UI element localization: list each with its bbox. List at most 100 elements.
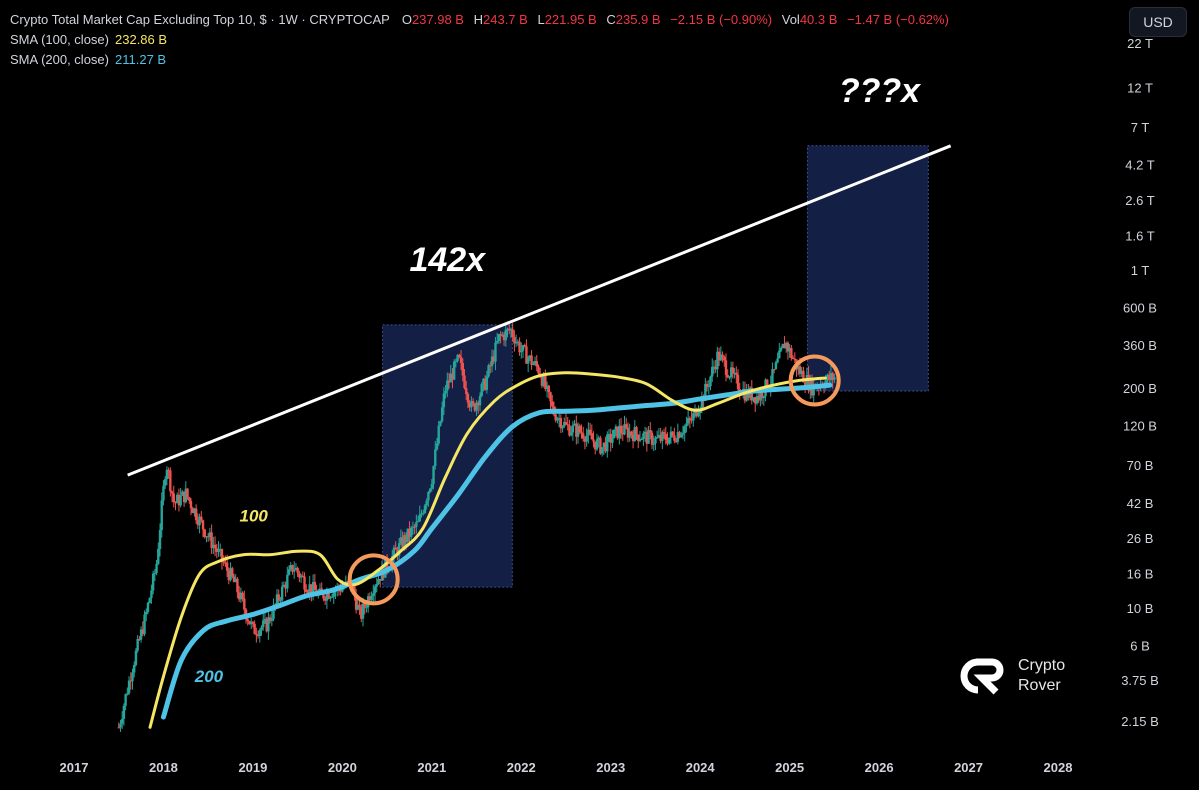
candle-body <box>499 334 502 336</box>
candle-body <box>563 422 566 427</box>
candle-body <box>757 396 760 401</box>
candle-body <box>797 366 800 370</box>
candle-body <box>198 516 201 526</box>
candle-body <box>611 438 614 443</box>
candle-body <box>729 367 733 378</box>
candle-body <box>619 425 623 433</box>
currency-button[interactable]: USD <box>1129 7 1187 37</box>
candle-body <box>146 602 150 612</box>
y-tick-label: 12 T <box>1127 81 1153 96</box>
candle-body <box>793 358 796 360</box>
candle-body <box>719 354 723 361</box>
candle-body <box>569 432 573 436</box>
candle-body <box>650 432 654 445</box>
y-tick-label: 360 B <box>1123 338 1157 353</box>
candle-body <box>712 366 716 368</box>
candle-body <box>655 437 659 439</box>
candle-body <box>537 366 540 374</box>
candle-body <box>127 680 131 694</box>
candle-body <box>557 418 561 420</box>
candle-body <box>784 342 788 349</box>
candle-body <box>711 366 714 377</box>
candle-body <box>614 426 618 430</box>
candle-body <box>169 470 172 492</box>
candlestick-series <box>117 321 836 732</box>
candle-body <box>267 617 270 632</box>
candle-body <box>781 344 784 348</box>
candle-body <box>580 432 583 434</box>
candle-body <box>588 429 592 434</box>
candle-body <box>526 358 530 364</box>
candle-body <box>668 437 671 444</box>
candle-body <box>743 388 747 401</box>
candle-body <box>490 356 494 367</box>
candle-body <box>594 441 597 450</box>
candle-body <box>707 386 710 388</box>
candle-body <box>551 401 554 407</box>
candle-body <box>470 401 473 408</box>
candle-body <box>444 390 447 394</box>
x-tick-label: 2017 <box>60 760 89 775</box>
candle-body <box>241 592 244 599</box>
candle-body <box>463 375 466 389</box>
candle-body <box>692 413 695 421</box>
candle-body <box>700 395 704 409</box>
candle-body <box>162 485 165 501</box>
candle-body <box>404 535 408 542</box>
candle-body <box>145 611 148 615</box>
candle-body <box>523 345 526 347</box>
candle-body <box>798 366 802 374</box>
candle-body <box>599 437 602 454</box>
candle-body <box>640 439 643 441</box>
x-tick-label: 2018 <box>149 760 178 775</box>
moving-averages <box>148 371 833 729</box>
candle-body <box>755 396 759 404</box>
candle-body <box>205 536 208 538</box>
candle-body <box>561 426 564 429</box>
sma200-line <box>160 382 833 720</box>
symbol-title[interactable]: Crypto Total Market Cap Excluding Top 10… <box>10 12 390 27</box>
candle-body <box>148 598 151 603</box>
multiplier-annotation: 142x <box>409 241 487 279</box>
candle-body <box>518 341 521 353</box>
candle-body <box>243 598 246 610</box>
y-tick-label: 42 B <box>1127 496 1154 511</box>
candle-body <box>602 442 606 448</box>
y-tick-label: 1 T <box>1131 263 1150 278</box>
candle-body <box>416 521 420 523</box>
candle-body <box>310 584 313 594</box>
legend-sma100-row[interactable]: SMA (100, close) 232.86 B <box>10 30 949 50</box>
candle-body <box>783 344 786 349</box>
candle-body <box>509 329 513 331</box>
y-tick-label: 200 B <box>1123 381 1157 396</box>
candle-body <box>141 629 145 635</box>
highlight-boxes <box>382 145 929 588</box>
crypto-rover-logo-icon <box>960 658 1004 695</box>
candle-body <box>256 635 260 637</box>
candle-body <box>172 493 175 503</box>
candle-body <box>325 592 329 601</box>
y-tick-label: 7 T <box>1131 120 1150 135</box>
candle-body <box>478 396 482 406</box>
candle-body <box>661 432 664 441</box>
candle-body <box>626 427 630 438</box>
legend-sma200-row[interactable]: SMA (200, close) 211.27 B <box>10 50 949 70</box>
candle-body <box>442 393 446 408</box>
ohlc-high: 243.7 B <box>483 12 528 27</box>
candle-body <box>268 617 272 621</box>
candle-body <box>790 347 793 359</box>
candle-body <box>332 591 335 597</box>
candle-body <box>313 581 317 591</box>
candle-body <box>212 544 215 549</box>
candle-body <box>762 396 766 399</box>
candle-body <box>249 621 253 625</box>
candle-body <box>406 528 409 542</box>
candle-body <box>379 579 382 581</box>
candle-body <box>452 361 456 380</box>
candle-body <box>573 423 576 426</box>
candle-body <box>225 562 229 571</box>
candle-body <box>616 426 619 439</box>
sma-period-label: 100 <box>239 506 268 525</box>
brand-name-line1: Crypto <box>1018 657 1066 674</box>
